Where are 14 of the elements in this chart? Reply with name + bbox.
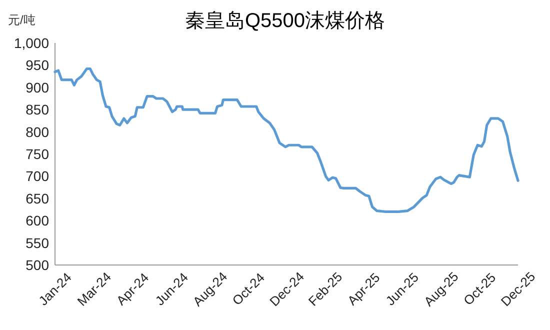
y-tick-label: 650 [26, 190, 50, 206]
y-tick-label: 1,000 [14, 35, 50, 51]
y-tick-label: 700 [26, 168, 50, 184]
y-tick-label: 800 [26, 124, 50, 140]
chart-title: 秦皇岛Q5500沫煤价格 [184, 10, 386, 32]
y-tick-label: 550 [26, 234, 50, 251]
line-series [54, 67, 520, 214]
y-tick-label: 900 [26, 79, 50, 96]
y-tick-label: 600 [26, 212, 50, 229]
y-tick-label: 850 [26, 102, 50, 118]
y-axis-title: 元/吨 [8, 13, 36, 27]
y-tick-label: 500 [26, 257, 50, 273]
y-tick-label: 950 [26, 57, 50, 74]
y-tick-label: 750 [26, 146, 50, 162]
